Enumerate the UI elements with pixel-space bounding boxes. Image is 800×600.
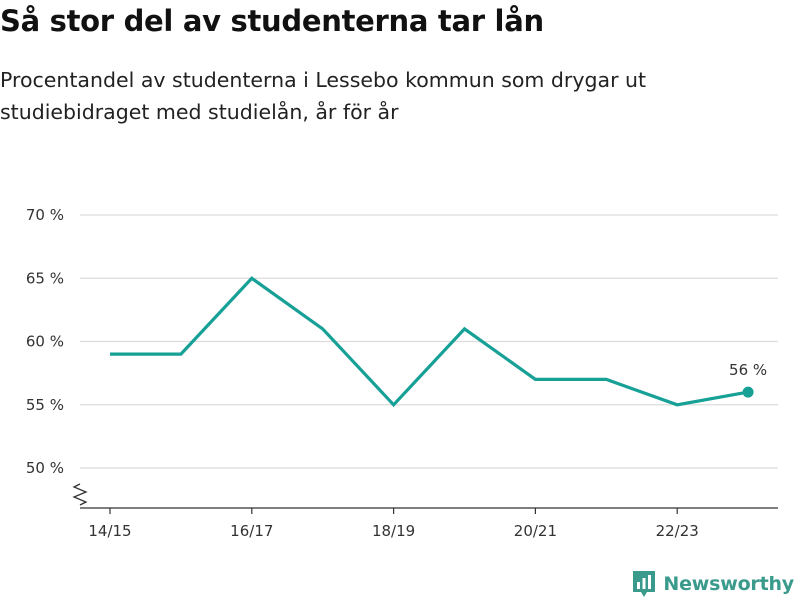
x-tick-label: 22/23 <box>656 522 699 540</box>
x-tick-label: 20/21 <box>514 522 557 540</box>
y-axis: 50 % 55 % 60 % 65 % 70 % <box>26 206 64 477</box>
gridlines <box>80 214 778 469</box>
last-point-label: 56 % <box>729 361 767 379</box>
bar-chart-logo-icon <box>633 571 656 597</box>
last-point-marker <box>742 386 754 398</box>
line-chart: 50 % 55 % 60 % 65 % 70 % 14/15 16/17 18/19 20/2… <box>26 206 778 540</box>
x-tick-label: 16/17 <box>230 522 273 540</box>
x-axis: 14/15 16/17 18/19 20/21 22/23 <box>88 508 699 540</box>
axis-break-mark <box>72 483 88 506</box>
y-tick-label: 65 % <box>26 269 64 287</box>
x-tick-label: 14/15 <box>88 522 131 540</box>
y-tick-label: 60 % <box>26 333 64 351</box>
series-line <box>110 276 749 408</box>
brand: Newsworthy <box>631 568 794 600</box>
brand-name: Newsworthy <box>663 573 794 595</box>
chart-subtitle: Procentandel av studenterna i Lessebo ko… <box>0 68 647 124</box>
y-tick-label: 50 % <box>26 459 64 477</box>
y-tick-label: 70 % <box>26 206 64 224</box>
x-tick-label: 18/19 <box>372 522 415 540</box>
series-group: 56 % <box>110 276 767 408</box>
y-tick-label: 55 % <box>26 396 64 414</box>
chart-title: Så stor del av studenterna tar lån <box>0 4 544 38</box>
